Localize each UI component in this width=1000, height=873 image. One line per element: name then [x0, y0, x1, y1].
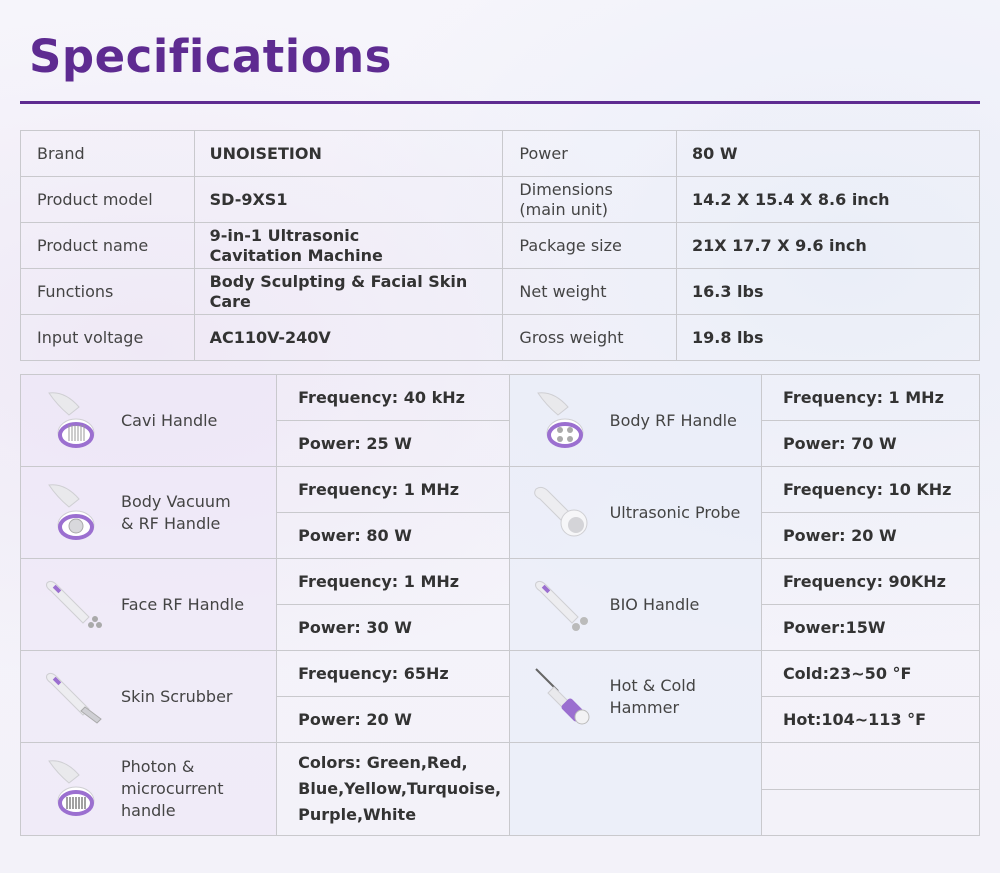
handle-cell: Photon & microcurrent handle [19, 742, 278, 836]
spec-value: 80 W [676, 130, 980, 177]
spec-label: Input voltage [20, 314, 195, 361]
spec-value: 16.3 lbs [676, 268, 980, 315]
spec-label: Net weight [502, 268, 677, 315]
spec-label: Product name [20, 222, 195, 269]
handle-cell: Cavi Handle [19, 374, 278, 467]
handle-spec: Power: 80 W [276, 512, 510, 559]
spec-row: Brand UNOISETION Power 80 W [20, 130, 980, 177]
spec-label: Product model [20, 176, 195, 223]
spec-label: Power [502, 130, 677, 177]
handle-row: Body Vacuum & RF Handle Frequency: 1 MHz U… [19, 466, 981, 559]
handle-row: Face RF Handle Frequency: 1 MHz BIO Handle… [19, 558, 981, 651]
handle-row: Photon & microcurrent handle Colors: Gree… [19, 742, 981, 836]
handle-spec: Cold:23~50 °F [760, 650, 981, 697]
handle-cell: Skin Scrubber [19, 650, 278, 743]
handle-spec: Frequency: 1 MHz [276, 466, 510, 513]
spec-value: Body Sculpting & Facial Skin Care [193, 268, 504, 315]
photon-microcurrent-handle-icon [39, 753, 111, 825]
handle-name: Ultrasonic Probe [609, 502, 741, 522]
spec-value: 21X 17.7 X 9.6 inch [676, 222, 980, 269]
empty-cell [508, 742, 762, 836]
spec-value: 9-in-1 Ultrasonic Cavitation Machine [193, 222, 504, 269]
handles-table: Cavi Handle Frequency: 40 kHz Body RF Hand… [19, 374, 981, 836]
handle-name: Body RF Handle [609, 410, 737, 430]
spec-value: AC110V-240V [193, 314, 504, 361]
spec-value: 19.8 lbs [676, 314, 980, 361]
face-rf-handle-icon [39, 569, 111, 641]
handle-cell: Face RF Handle [19, 558, 278, 651]
spec-label: Functions [20, 268, 195, 315]
handle-spec: Power:15W [760, 604, 981, 651]
handle-spec: Power: 30 W [276, 604, 510, 651]
body-rf-handle-icon [528, 385, 600, 457]
handle-name: Face RF Handle [121, 594, 245, 614]
handle-row [21, 788, 981, 836]
handle-name: Hot & Cold Hammer [609, 675, 696, 717]
empty-cell [760, 742, 981, 790]
spec-row: Product name 9-in-1 Ultrasonic Cavitation… [20, 222, 980, 269]
spec-label: Gross weight [502, 314, 677, 361]
handle-row: Power: 20 W Hot:104~113 °F [21, 696, 981, 743]
spec-row: Functions Body Sculpting & Facial Skin Ca… [20, 268, 980, 315]
hot-cold-hammer-icon [528, 661, 600, 733]
spec-value: UNOISETION [193, 130, 504, 177]
handle-spec: Frequency: 1 MHz [276, 558, 510, 605]
title-divider [20, 101, 980, 104]
handle-name: BIO Handle [609, 594, 700, 614]
handle-cell: Ultrasonic Probe [508, 466, 762, 559]
handle-spec: Frequency: 65Hz [276, 650, 510, 697]
empty-cell [760, 788, 981, 836]
bio-handle-icon [528, 569, 600, 641]
page-title: Specifications [29, 30, 392, 83]
spec-value: 14.2 X 15.4 X 8.6 inch [676, 176, 980, 223]
handle-spec: Power: 70 W [760, 420, 981, 467]
handle-row: Power: 25 W Power: 70 W [21, 420, 981, 467]
handle-row: Cavi Handle Frequency: 40 kHz Body RF Hand… [19, 374, 981, 467]
body-vacuum-rf-handle-icon [39, 477, 111, 549]
handle-cell: Hot & Cold Hammer [508, 650, 762, 743]
spec-value: SD-9XS1 [193, 176, 504, 223]
handle-spec: Frequency: 90KHz [760, 558, 981, 605]
spec-row: Input voltage AC110V-240V Gross weight 19.8… [20, 314, 980, 361]
handle-name: Cavi Handle [121, 410, 218, 430]
spec-table: Brand UNOISETION Power 80 W Product model SD-… [20, 130, 980, 361]
handle-row: Power: 30 W Power:15W [21, 604, 981, 651]
skin-scrubber-icon [39, 661, 111, 733]
handle-cell: Body Vacuum & RF Handle [19, 466, 278, 559]
handle-cell: Body RF Handle [508, 374, 762, 467]
handle-name: Body Vacuum & RF Handle [121, 491, 231, 533]
handle-spec: Power: 25 W [276, 420, 510, 467]
handle-cell: BIO Handle [508, 558, 762, 651]
spec-row: Product model SD-9XS1 Dimensions (main uni… [20, 176, 980, 223]
handle-spec: Power: 20 W [760, 512, 981, 559]
handle-spec: Hot:104~113 °F [760, 696, 981, 743]
handle-spec: Frequency: 10 KHz [760, 466, 981, 513]
handle-name: Skin Scrubber [121, 686, 233, 706]
cavi-handle-icon [39, 385, 111, 457]
handle-spec: Power: 20 W [276, 696, 510, 743]
handle-name: Photon & microcurrent handle [121, 757, 224, 820]
ultrasonic-probe-icon [528, 477, 600, 549]
handle-row: Skin Scrubber Frequency: 65Hz Hot & Cold H… [19, 650, 981, 743]
spec-label: Package size [502, 222, 677, 269]
spec-label: Dimensions (main unit) [502, 176, 677, 223]
handle-spec: Frequency: 1 MHz [760, 374, 981, 421]
spec-label: Brand [20, 130, 195, 177]
handle-spec: Frequency: 40 kHz [276, 374, 510, 421]
photon-colors: Colors: Green,Red, Blue,Yellow,Turquoise… [276, 742, 510, 836]
